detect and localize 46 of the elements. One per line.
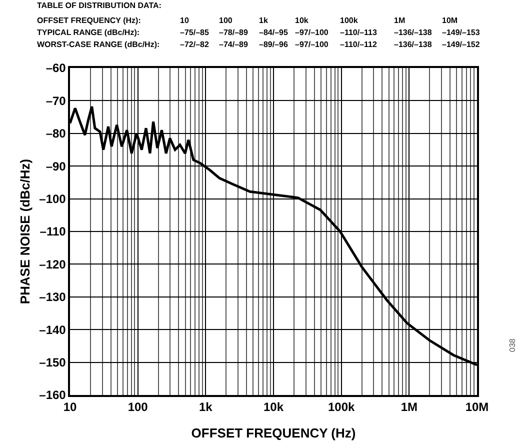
- text: –75/–85: [180, 28, 210, 37]
- text: –74/–89: [219, 40, 248, 49]
- x-tick-label: 100: [128, 400, 148, 414]
- x-tick-label: 1k: [198, 400, 213, 414]
- text: WORST-CASE RANGE (dBc/Hz):: [37, 40, 160, 49]
- text: 1M: [394, 16, 406, 25]
- x-tick-label: 100k: [328, 400, 355, 414]
- x-axis-title: OFFSET FREQUENCY (Hz): [191, 425, 356, 440]
- y-tick-label: –140: [39, 322, 66, 337]
- x-tick-label: 10M: [465, 400, 489, 414]
- y-tick-label: –70: [46, 94, 66, 108]
- y-tick-label: –100: [39, 192, 66, 206]
- y-tick-label: –90: [46, 159, 66, 174]
- text: –110/–113: [340, 28, 378, 37]
- x-tick-label: 1M: [400, 400, 418, 414]
- text: –97/–100: [295, 28, 329, 37]
- text: 100: [219, 16, 233, 25]
- text: 038: [508, 338, 517, 352]
- text: TABLE OF DISTRIBUTION DATA:: [37, 1, 162, 10]
- text: –136/–138: [394, 28, 432, 37]
- y-tick-label: –160: [39, 388, 66, 402]
- y-axis-title: PHASE NOISE (dBc/Hz): [18, 158, 33, 304]
- text: 1k: [259, 16, 268, 25]
- text: –149/–153: [442, 28, 480, 37]
- text: –72/–82: [180, 40, 210, 49]
- text: 10: [180, 16, 190, 25]
- text: –78/–89: [219, 28, 248, 37]
- text: –136/–138: [394, 40, 432, 49]
- text: –89/–96: [259, 40, 288, 49]
- text: 10M: [442, 16, 458, 25]
- y-tick-label: –150: [39, 356, 66, 370]
- y-tick-label: –110: [40, 224, 66, 239]
- text: –84/–95: [259, 28, 288, 37]
- x-tick-label: 10k: [263, 400, 284, 414]
- y-tick-label: –130: [39, 290, 66, 304]
- text: –149/–152: [442, 40, 480, 49]
- x-tick-label: 10: [63, 400, 77, 414]
- text: –97/–100: [295, 40, 329, 49]
- text: 100k: [340, 16, 358, 25]
- text: 10k: [295, 16, 309, 25]
- y-tick-label: –80: [46, 126, 66, 141]
- text: –110/–112: [340, 40, 378, 49]
- y-tick-label: –60: [46, 61, 66, 76]
- y-tick-label: –120: [39, 257, 66, 272]
- text: OFFSET FREQUENCY (Hz):: [37, 16, 141, 25]
- text: TYPICAL RANGE (dBc/Hz):: [37, 28, 140, 37]
